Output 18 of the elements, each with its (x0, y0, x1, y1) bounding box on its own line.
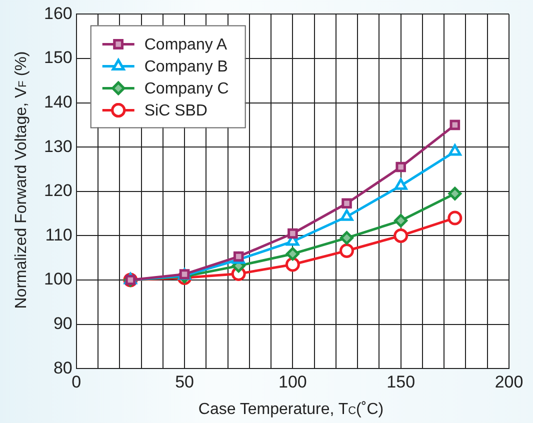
y-tick-label: 120 (44, 181, 72, 200)
y-tick-label: 130 (44, 136, 72, 156)
y-tick-label: 90 (53, 314, 72, 333)
legend-label: Company A (144, 36, 228, 54)
y-tick-label: 110 (45, 225, 72, 244)
y-tick-label: 100 (44, 270, 72, 289)
legend-label: Company B (144, 58, 228, 76)
x-tick-label: 0 (72, 372, 82, 392)
y-tick-label: 160 (44, 4, 72, 23)
x-tick-label: 200 (494, 372, 524, 392)
x-tick-label: 100 (278, 372, 307, 392)
y-tick-label: 150 (44, 48, 72, 68)
x-tick-label: 50 (175, 372, 194, 392)
y-tick-label: 140 (44, 92, 72, 112)
y-tick-label: 80 (53, 358, 72, 378)
x-tick-label: 150 (386, 372, 416, 392)
legend-label: Company C (144, 80, 229, 98)
legend-label: SiC SBD (144, 102, 208, 120)
